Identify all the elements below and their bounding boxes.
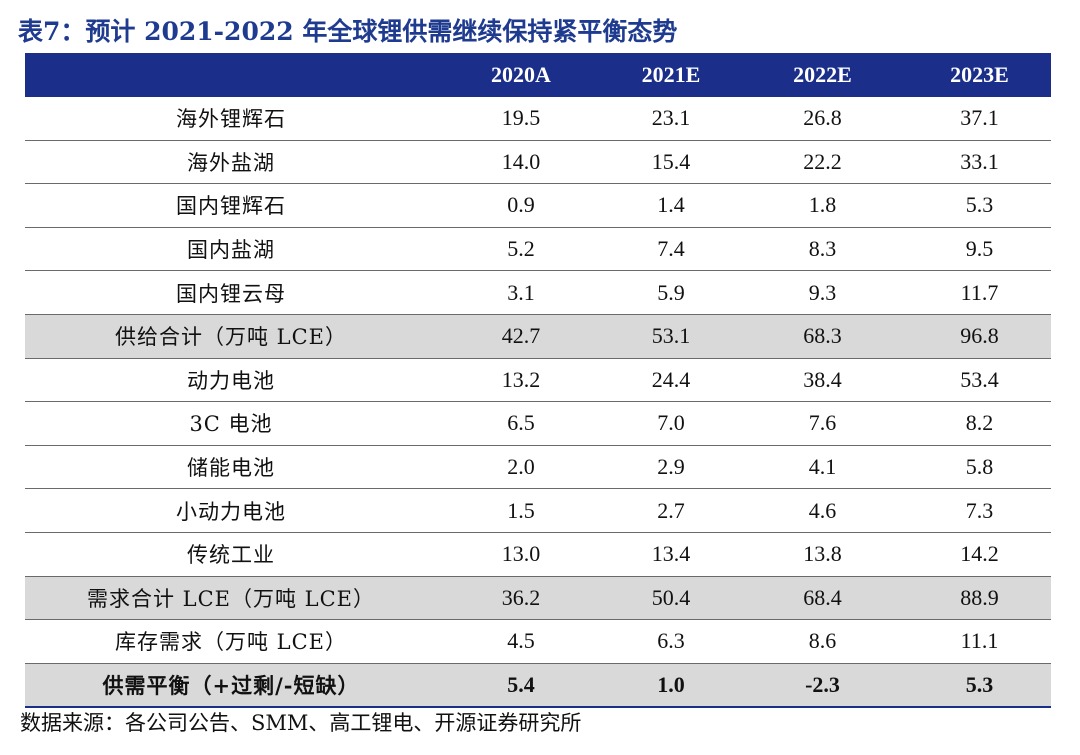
cell-2021e: 53.1: [605, 314, 737, 359]
cell-2021e: 5.9: [605, 270, 737, 315]
cell-2023e: 5.3: [908, 663, 1051, 709]
cell-2020a: 13.0: [437, 532, 605, 577]
cell-2023e: 7.3: [908, 488, 1051, 533]
cell-2020a: 3.1: [437, 270, 605, 315]
cell-2023e: 11.7: [908, 270, 1051, 315]
cell-2021e: 50.4: [605, 576, 737, 621]
cell-2021e: 1.4: [605, 183, 737, 228]
cell-2022e: 1.8: [737, 183, 908, 228]
cell-2021e: 1.0: [605, 663, 737, 709]
row-label: 传统工业: [25, 532, 437, 577]
cell-2022e: 26.8: [737, 97, 908, 141]
table-row: 海外锂辉石 19.5 23.1 26.8 37.1: [25, 97, 1051, 141]
table-row: 海外盐湖 14.0 15.4 22.2 33.1: [25, 140, 1051, 185]
data-source-note: 数据来源：各公司公告、SMM、高工锂电、开源证券研究所: [20, 711, 582, 735]
cell-2023e: 8.2: [908, 401, 1051, 446]
cell-2021e: 15.4: [605, 140, 737, 185]
cell-2023e: 5.8: [908, 445, 1051, 490]
cell-2022e: 13.8: [737, 532, 908, 577]
cell-2022e: 4.1: [737, 445, 908, 490]
cell-2023e: 88.9: [908, 576, 1051, 621]
row-label: 需求合计 LCE（万吨 LCE）: [25, 576, 437, 621]
cell-2022e: 7.6: [737, 401, 908, 446]
row-label: 供需平衡（+过剩/-短缺）: [25, 663, 437, 709]
cell-2020a: 4.5: [437, 619, 605, 664]
cell-2020a: 13.2: [437, 358, 605, 403]
cell-2020a: 14.0: [437, 140, 605, 185]
cell-2021e: 13.4: [605, 532, 737, 577]
balance-row: 供需平衡（+过剩/-短缺） 5.4 1.0 -2.3 5.3: [25, 663, 1051, 709]
cell-2021e: 6.3: [605, 619, 737, 664]
row-label: 储能电池: [25, 445, 437, 490]
table-title: 表7：预计 2021-2022 年全球锂供需继续保持紧平衡态势: [18, 17, 678, 46]
row-label: 海外锂辉石: [25, 97, 437, 141]
header-cell-2020a: 2020A: [437, 53, 605, 97]
cell-2020a: 42.7: [437, 314, 605, 359]
cell-2023e: 5.3: [908, 183, 1051, 228]
row-label: 3C 电池: [25, 401, 437, 446]
table-row: 国内锂云母 3.1 5.9 9.3 11.7: [25, 270, 1051, 315]
cell-2022e: -2.3: [737, 663, 908, 709]
cell-2021e: 2.9: [605, 445, 737, 490]
demand-total-row: 需求合计 LCE（万吨 LCE） 36.2 50.4 68.4 88.9: [25, 576, 1051, 621]
cell-2022e: 8.3: [737, 227, 908, 272]
table-row: 国内盐湖 5.2 7.4 8.3 9.5: [25, 227, 1051, 272]
cell-2020a: 0.9: [437, 183, 605, 228]
header-cell-2021e: 2021E: [605, 53, 737, 97]
cell-2023e: 96.8: [908, 314, 1051, 359]
cell-2022e: 9.3: [737, 270, 908, 315]
cell-2022e: 68.3: [737, 314, 908, 359]
cell-2021e: 7.0: [605, 401, 737, 446]
header-row: 2020A 2021E 2022E 2023E: [25, 53, 1051, 97]
cell-2020a: 5.4: [437, 663, 605, 709]
row-label: 国内锂辉石: [25, 183, 437, 228]
cell-2020a: 2.0: [437, 445, 605, 490]
table-row: 储能电池 2.0 2.9 4.1 5.8: [25, 445, 1051, 490]
cell-2020a: 6.5: [437, 401, 605, 446]
row-label: 动力电池: [25, 358, 437, 403]
cell-2020a: 1.5: [437, 488, 605, 533]
cell-2023e: 37.1: [908, 97, 1051, 141]
table-row: 动力电池 13.2 24.4 38.4 53.4: [25, 358, 1051, 403]
cell-2023e: 11.1: [908, 619, 1051, 664]
cell-2022e: 38.4: [737, 358, 908, 403]
row-label: 海外盐湖: [25, 140, 437, 185]
cell-2023e: 33.1: [908, 140, 1051, 185]
cell-2020a: 36.2: [437, 576, 605, 621]
header-cell-2023e: 2023E: [908, 53, 1051, 97]
cell-2022e: 8.6: [737, 619, 908, 664]
cell-2021e: 7.4: [605, 227, 737, 272]
supply-total-row: 供给合计（万吨 LCE） 42.7 53.1 68.3 96.8: [25, 314, 1051, 359]
cell-2021e: 2.7: [605, 488, 737, 533]
cell-2022e: 68.4: [737, 576, 908, 621]
cell-2021e: 24.4: [605, 358, 737, 403]
table-row: 小动力电池 1.5 2.7 4.6 7.3: [25, 488, 1051, 533]
table-row: 传统工业 13.0 13.4 13.8 14.2: [25, 532, 1051, 577]
row-label: 国内锂云母: [25, 270, 437, 315]
table-row: 国内锂辉石 0.9 1.4 1.8 5.3: [25, 183, 1051, 228]
cell-2023e: 14.2: [908, 532, 1051, 577]
row-label: 小动力电池: [25, 488, 437, 533]
cell-2023e: 53.4: [908, 358, 1051, 403]
table-row: 库存需求（万吨 LCE） 4.5 6.3 8.6 11.1: [25, 619, 1051, 664]
cell-2020a: 19.5: [437, 97, 605, 141]
cell-2022e: 22.2: [737, 140, 908, 185]
cell-2020a: 5.2: [437, 227, 605, 272]
row-label: 国内盐湖: [25, 227, 437, 272]
cell-2022e: 4.6: [737, 488, 908, 533]
supply-demand-table: 2020A 2021E 2022E 2023E 海外锂辉石 19.5 23.1 …: [25, 53, 1051, 709]
cell-2021e: 23.1: [605, 97, 737, 141]
table-row: 3C 电池 6.5 7.0 7.6 8.2: [25, 401, 1051, 446]
row-label: 供给合计（万吨 LCE）: [25, 314, 437, 359]
header-cell-2022e: 2022E: [737, 53, 908, 97]
cell-2023e: 9.5: [908, 227, 1051, 272]
header-cell-label: [25, 53, 437, 97]
row-label: 库存需求（万吨 LCE）: [25, 619, 437, 664]
